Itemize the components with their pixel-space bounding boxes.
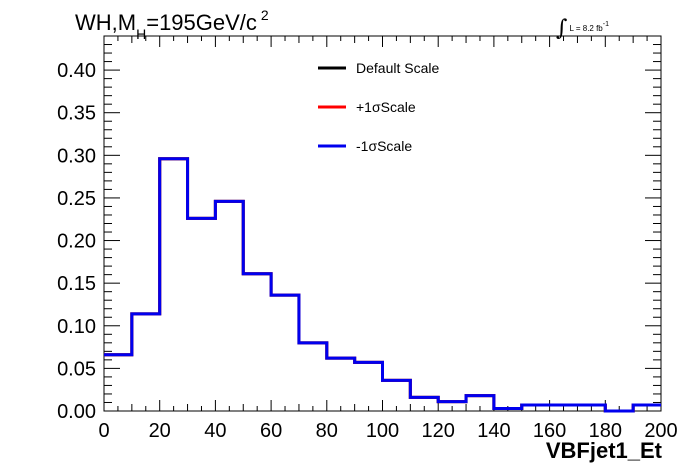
histogram-line-2	[104, 157, 661, 413]
x-tick-label: 80	[316, 420, 338, 442]
y-tick-label: 0.30	[57, 145, 96, 167]
x-tick-label: 60	[260, 420, 282, 442]
y-tick-label: 0.15	[57, 273, 96, 295]
legend: Default Scale +1σScale -1σScale	[318, 60, 439, 154]
x-tick-label: 20	[149, 420, 171, 442]
x-tick-label: 0	[98, 420, 109, 442]
title-subscript: H	[136, 26, 147, 42]
y-tick-label: 0.05	[57, 358, 96, 380]
x-tick-label: 120	[422, 420, 455, 442]
legend-label-2: -1σScale	[356, 138, 412, 154]
x-tick-label: 200	[644, 420, 677, 442]
x-tick-label: 180	[589, 420, 622, 442]
x-tick-label: 40	[204, 420, 226, 442]
x-axis-title: VBFjet1_Et	[545, 438, 662, 463]
plot-frame	[103, 35, 662, 412]
chart-title: WH,MH=195GeV/c 2	[75, 7, 269, 42]
luminosity-label: ∫ L = 8.2 fb-1	[556, 12, 609, 41]
histogram-series	[104, 157, 661, 413]
y-tick-label: 0.10	[57, 316, 96, 338]
y-tick-label: 0.40	[57, 60, 96, 82]
x-tick-label: 160	[533, 420, 566, 442]
axis-ticks: 0 20 40 60 80 100 120 140 160 180 200 0.00 0.05 0.10 0…	[57, 35, 678, 442]
lumi-text: L = 8.2 fb	[569, 24, 603, 33]
x-tick-label: 140	[477, 420, 510, 442]
y-tick-label: 0.25	[57, 188, 96, 210]
y-tick-label: 0.00	[57, 401, 96, 423]
y-tick-label: 0.35	[57, 103, 96, 125]
lumi-exponent: -1	[602, 21, 609, 28]
title-pre: WH,M	[75, 10, 137, 35]
integral-symbol-icon: ∫	[556, 16, 568, 41]
legend-label-1: +1σScale	[356, 99, 416, 115]
title-mid: =195GeV/c	[146, 10, 257, 35]
y-tick-label: 0.20	[57, 231, 96, 253]
x-tick-label: 100	[366, 420, 399, 442]
title-superscript: 2	[260, 7, 269, 23]
legend-label-0: Default Scale	[356, 60, 439, 76]
